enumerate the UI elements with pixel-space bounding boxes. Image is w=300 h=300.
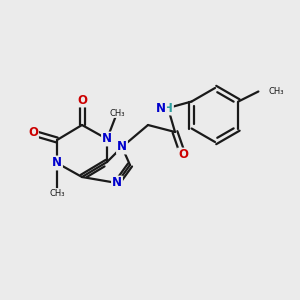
Text: O: O: [77, 94, 87, 106]
Text: CH₃: CH₃: [268, 87, 284, 96]
Text: N: N: [156, 101, 166, 115]
Text: O: O: [28, 127, 38, 140]
Text: H: H: [163, 101, 173, 115]
Text: N: N: [102, 133, 112, 146]
Text: CH₃: CH₃: [109, 109, 125, 118]
Text: N: N: [52, 157, 62, 169]
Text: CH₃: CH₃: [49, 188, 65, 197]
Text: N: N: [117, 140, 127, 154]
Text: O: O: [178, 148, 188, 161]
Text: N: N: [112, 176, 122, 190]
